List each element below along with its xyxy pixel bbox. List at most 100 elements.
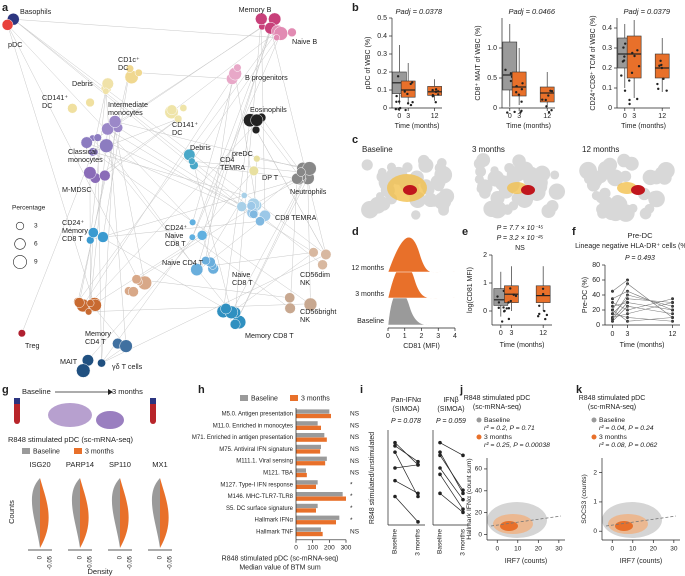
network-edge	[101, 254, 327, 364]
cluster-label: CD8 T	[165, 239, 186, 248]
jitter-dot	[628, 79, 631, 82]
x-tick-label: 3	[626, 331, 630, 338]
p-value: P = 7.7 × 10⁻¹⁵	[497, 225, 544, 232]
jitter-dot	[662, 77, 665, 81]
x-tick-label: 0	[158, 555, 164, 559]
bar	[296, 492, 343, 497]
network-edge	[261, 117, 302, 173]
cell-icon	[48, 403, 92, 427]
jitter-dot	[623, 55, 626, 58]
jitter-dot	[514, 294, 518, 298]
cluster-label: Debris	[190, 143, 211, 152]
y-axis-label: Pre-DC (%)	[582, 277, 589, 313]
jitter-dot	[517, 93, 521, 96]
subject-point	[416, 520, 420, 524]
density	[615, 521, 633, 531]
network-edge	[94, 235, 203, 305]
network-node	[17, 329, 26, 338]
legend-label: Baseline	[599, 417, 625, 424]
jitter-dot	[509, 72, 513, 75]
arrow-head	[108, 389, 113, 395]
jitter-dot	[513, 110, 516, 114]
jitter-dot	[502, 310, 506, 313]
x-tick-label: 0	[38, 555, 44, 559]
network-node	[189, 218, 197, 226]
network-edge	[256, 120, 302, 179]
category-label: S5. DC surface signature	[226, 506, 294, 512]
jitter-dot	[434, 90, 438, 94]
network-edge	[90, 128, 108, 304]
density	[500, 521, 518, 531]
x-tick-label: 0	[495, 546, 499, 553]
jitter-dot	[403, 90, 406, 93]
x-tick-label: 10	[514, 546, 522, 553]
jitter-dot	[409, 82, 412, 86]
jitter-dot	[515, 84, 518, 88]
network-node	[249, 209, 259, 219]
network-edge	[97, 137, 266, 216]
subject-point	[461, 491, 465, 496]
network-edge	[201, 19, 275, 236]
cluster-label: Debris	[72, 79, 93, 88]
cluster-label: Naive	[232, 270, 250, 279]
legend-swatch	[22, 448, 30, 454]
x-tick-label: -0.05	[128, 555, 134, 569]
gene-label: ISG20	[29, 460, 50, 469]
jitter-dot	[506, 111, 509, 114]
cluster-label: NK	[300, 278, 310, 287]
x-tick-label: 0	[294, 545, 298, 552]
p-value: Padj = 0.0378	[396, 7, 443, 16]
x-tick-label: 100	[307, 545, 318, 552]
network-node	[1, 19, 14, 31]
panel-title: (sc-mRNA-seq)	[473, 404, 521, 411]
network-node	[233, 63, 242, 72]
network-edge	[90, 178, 302, 241]
cluster-label: CD24⁺	[62, 218, 84, 227]
network-edge	[138, 72, 233, 80]
y-tick-label: 40	[592, 292, 600, 299]
x-tick-label: 3	[406, 113, 410, 120]
cluster-label: γδ T cells	[112, 362, 143, 371]
cluster-label: CD1c⁺	[118, 55, 140, 64]
box	[654, 53, 670, 79]
umap-cell	[493, 208, 502, 217]
category-label: M146. MHC-TLR7-TLR8	[228, 494, 294, 500]
significance-label: NS	[350, 458, 360, 465]
network-edge	[205, 78, 233, 261]
jitter-dot	[398, 106, 402, 110]
y-tick-label: 0.2	[602, 65, 612, 72]
bar	[296, 456, 327, 461]
y-tick-label: 0	[483, 308, 487, 315]
subject-point	[393, 466, 397, 470]
subject-line	[439, 467, 464, 500]
network-node	[87, 227, 99, 238]
legend-label: Baseline	[251, 395, 278, 402]
panel-label: f	[572, 226, 576, 238]
network-node	[220, 303, 232, 315]
network-node	[102, 87, 110, 95]
panel-title: IFNβ	[443, 397, 458, 404]
x-tick-label: 12	[669, 331, 677, 338]
subject-point	[438, 450, 442, 454]
cluster-label: Naive	[165, 231, 183, 240]
umap-cell	[490, 191, 505, 206]
panel-label: i	[360, 384, 363, 396]
legend-size	[13, 255, 27, 269]
jitter-dot	[431, 88, 434, 92]
subject-point	[438, 440, 442, 445]
network-edge	[13, 19, 277, 38]
category-label: Hallmark TNF	[256, 529, 293, 535]
network-node	[201, 256, 211, 266]
panel-label: g	[2, 384, 9, 396]
network-edge	[212, 252, 314, 266]
network-node	[253, 155, 261, 163]
cluster-label: TEMRA	[220, 163, 245, 172]
subject-line	[394, 480, 419, 494]
jitter-dot	[406, 92, 409, 96]
legend-label: 3	[34, 223, 38, 230]
jitter-dot	[620, 74, 623, 77]
y-tick-label: 0.5	[377, 15, 387, 22]
umap-title: 3 months	[472, 145, 505, 154]
legend-swatch	[74, 448, 82, 454]
jitter-dot	[545, 313, 549, 317]
